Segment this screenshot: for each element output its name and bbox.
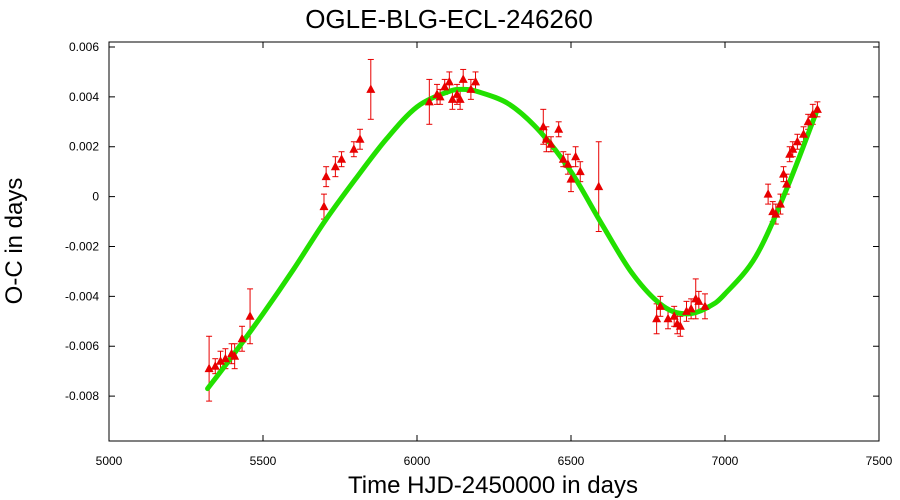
data-point [466, 84, 476, 93]
data-point [455, 94, 465, 103]
data-point [803, 116, 813, 126]
data-point [763, 189, 773, 198]
y-tick-label: 0 [92, 190, 99, 204]
data-point [204, 363, 214, 373]
x-axis-label: Time HJD-2450000 in days [348, 472, 638, 499]
chart-title: OGLE-BLG-ECL-246260 [305, 4, 593, 34]
data-point [808, 109, 818, 118]
data-point [440, 81, 450, 91]
x-tick-label: 7000 [712, 454, 739, 468]
x-tick-label: 5000 [96, 454, 123, 468]
y-tick-label: -0.002 [65, 239, 99, 253]
data-point [779, 169, 789, 178]
y-tick-label: 0.006 [69, 40, 99, 54]
data-point [771, 209, 781, 218]
y-tick-label: -0.004 [65, 289, 99, 303]
data-point [682, 306, 691, 315]
data-points [204, 74, 822, 373]
data-point [245, 311, 255, 320]
data-point [558, 154, 568, 163]
data-point [355, 134, 365, 143]
x-tick-label: 5500 [250, 454, 277, 468]
data-point [230, 351, 240, 360]
data-point [594, 181, 604, 191]
data-point [541, 134, 551, 143]
model-curve-line [205, 86, 820, 392]
data-point [694, 296, 704, 305]
y-tick-label: 0.004 [69, 90, 99, 104]
y-tick-label: 0.002 [69, 140, 99, 154]
data-point [444, 76, 454, 86]
x-tick-label: 7500 [866, 454, 893, 468]
data-point [447, 94, 457, 103]
data-point [220, 353, 230, 363]
data-point [566, 174, 576, 183]
data-point [700, 301, 710, 310]
y-tick-label: -0.008 [65, 389, 99, 403]
plot-frame [108, 41, 880, 442]
data-point [330, 161, 340, 171]
data-point [458, 74, 468, 83]
x-tick-label: 6000 [404, 454, 431, 468]
data-point [538, 121, 548, 131]
data-point [319, 201, 329, 211]
data-point [337, 154, 347, 163]
data-point [349, 144, 359, 153]
data-point [575, 166, 585, 176]
data-point [675, 321, 685, 330]
data-point [435, 91, 445, 101]
data-point [471, 76, 481, 86]
data-point [655, 301, 665, 310]
data-point [321, 171, 331, 181]
data-point [366, 84, 376, 93]
data-point [788, 144, 798, 153]
data-point [812, 104, 822, 113]
data-point [424, 96, 434, 106]
data-point [216, 356, 225, 365]
data-point [571, 151, 581, 161]
data-point [686, 303, 696, 313]
data-point [210, 361, 220, 370]
y-tick-label: -0.006 [65, 339, 99, 353]
data-point [546, 139, 556, 148]
x-tick-label: 6500 [558, 454, 585, 468]
data-point [452, 89, 462, 98]
data-point [554, 124, 564, 133]
model-curve [205, 86, 820, 392]
data-point [792, 136, 802, 146]
data-point [237, 333, 247, 343]
x-axis-ticks: 5000 5500 6000 6500 7000 7500 [96, 42, 893, 468]
y-axis-label: O-C in days [1, 178, 28, 305]
data-point [669, 311, 679, 320]
data-point [663, 313, 673, 323]
data-point [775, 199, 785, 208]
data-point [782, 179, 792, 188]
data-point [799, 129, 809, 138]
data-point [652, 313, 662, 323]
y-axis-ticks: 0.006 0.004 0.002 0 -0.002 -0.004 -0.006 -0.008 [65, 40, 879, 403]
data-point [785, 149, 795, 158]
data-point [563, 159, 573, 168]
